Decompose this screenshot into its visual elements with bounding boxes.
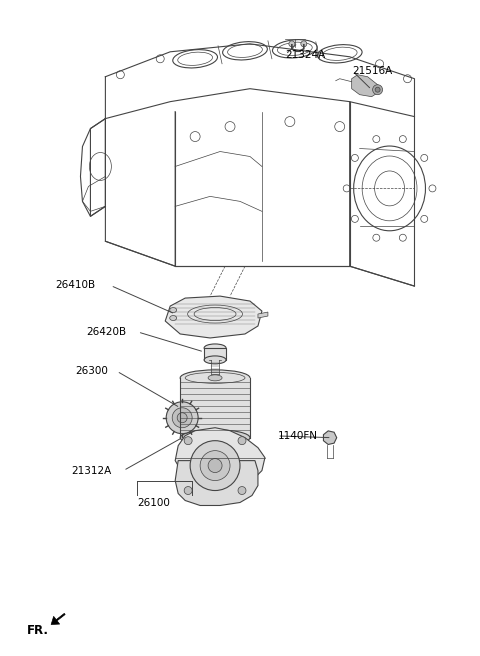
Circle shape — [184, 487, 192, 495]
Ellipse shape — [170, 316, 177, 321]
Circle shape — [166, 401, 198, 434]
Polygon shape — [165, 296, 262, 338]
Polygon shape — [175, 461, 258, 506]
Text: 26410B: 26410B — [56, 281, 96, 291]
Circle shape — [190, 441, 240, 491]
Circle shape — [208, 459, 222, 472]
Ellipse shape — [180, 370, 250, 386]
Text: 21324A: 21324A — [286, 50, 326, 60]
Text: 26420B: 26420B — [86, 327, 126, 337]
Circle shape — [375, 87, 380, 92]
Circle shape — [238, 437, 246, 445]
Ellipse shape — [204, 356, 226, 364]
Bar — [180, 378, 250, 438]
Text: 26100: 26100 — [137, 499, 170, 508]
Circle shape — [289, 41, 295, 47]
Text: 1140FN: 1140FN — [277, 431, 317, 441]
Circle shape — [172, 408, 192, 428]
Polygon shape — [324, 431, 336, 445]
Circle shape — [177, 413, 187, 422]
Circle shape — [372, 85, 383, 94]
Ellipse shape — [180, 430, 250, 445]
Ellipse shape — [208, 375, 222, 381]
Circle shape — [238, 487, 246, 495]
FancyArrowPatch shape — [51, 613, 65, 625]
Ellipse shape — [204, 344, 226, 352]
Text: 21516A: 21516A — [352, 66, 393, 76]
Polygon shape — [258, 312, 268, 318]
Bar — [204, 348, 226, 360]
Text: FR.: FR. — [27, 624, 49, 637]
Circle shape — [200, 451, 230, 481]
Text: 21312A: 21312A — [72, 466, 112, 476]
Text: 26300: 26300 — [75, 366, 108, 376]
Circle shape — [184, 437, 192, 445]
Circle shape — [301, 41, 307, 47]
Polygon shape — [352, 75, 380, 96]
Polygon shape — [175, 428, 265, 483]
Ellipse shape — [170, 308, 177, 312]
